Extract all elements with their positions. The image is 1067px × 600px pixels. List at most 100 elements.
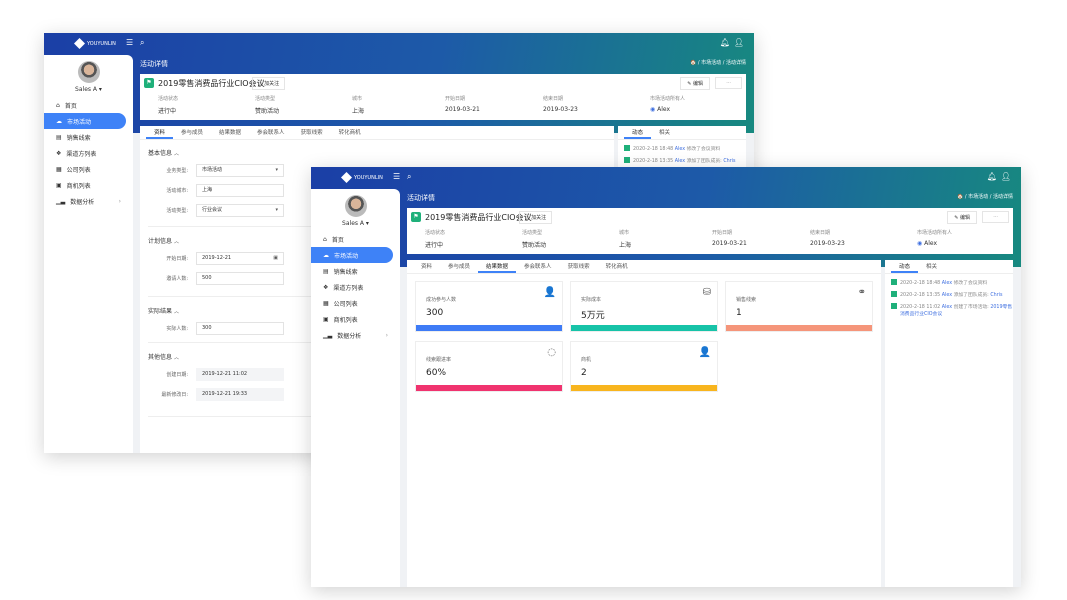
field-input[interactable]: 500 [196,272,284,285]
tab[interactable]: 相关 [659,130,671,136]
user-icon[interactable]: 👤︎ [733,38,744,47]
tab[interactable]: 参会联系人 [257,130,285,136]
chevron-right-icon: › [118,197,121,205]
follow-button[interactable]: ☆ 加关注 [252,77,286,90]
menu-toggle-icon[interactable]: ☰ [393,172,401,181]
kpi-color-bar [726,325,872,331]
search-icon[interactable]: ⌕ [407,172,412,181]
activity-icon [891,279,897,285]
field-input[interactable]: 行业会议 ▾ [196,204,284,217]
sidebar-item[interactable]: ☁ 市场活动 [44,113,126,129]
menu-toggle-icon[interactable]: ☰ [126,38,134,47]
info-field: 市场活动所有人 ◉ Alex [917,230,953,247]
tab[interactable]: 参会联系人 [524,264,552,270]
page-title: 活动详情 [407,194,435,202]
kpi-card[interactable]: 👤 商机 2 [570,341,718,392]
dropbox-icon: ❖ [323,283,329,291]
sidebar-item[interactable]: ☁ 市场活动 [311,247,393,263]
tab[interactable]: 动态 [891,260,919,273]
kpi-card[interactable]: ◌ 线索跟进率 60% [415,341,563,392]
tab-bar: 资料 参与成员 结果数据 参会联系人 获取线索 转化商机 [140,126,614,140]
sidebar-item[interactable]: ⌂ 首页 [323,235,344,244]
window-results-tab: YOUYUNLIN ☰ ⌕ 🔔︎ 👤︎ Sales A ▾ ⌂ 首页 ☁ 市场活动 ▤ 销… [311,167,1021,587]
bell-icon[interactable]: 🔔︎ [719,38,730,47]
breadcrumb[interactable]: 🏠 / 市场活动 / 活动详情 [957,194,1013,200]
breadcrumb[interactable]: 🏠 / 市场活动 / 活动详情 [690,60,746,66]
field-label: 创建日期: [166,372,188,378]
user-icon: 👤 [543,287,556,298]
sidebar-item[interactable]: ▦ 公司列表 [56,165,91,174]
chevron-up-icon: ︿ [173,355,179,361]
activity-card: ⚑ 2019零售消费品行业CIO会议 ☆ 加关注 ✎ 编辑 ··· 活动状态 进行中… [140,74,746,120]
kpi-card[interactable]: 👤 成功参与人数 300 [415,281,563,332]
sidebar-item[interactable]: ▣ 商机列表 [56,181,91,190]
user-menu[interactable]: Sales A ▾ [75,86,102,93]
sidebar-item[interactable]: ▤ 销售线索 [56,133,91,142]
sidebar-item[interactable]: ▁▃ 数据分析 › [323,331,388,340]
activity-title: 2019零售消费品行业CIO会议 [158,79,265,88]
tab[interactable]: 结果数据 [478,260,517,273]
tab[interactable]: 结果数据 [219,130,242,136]
tab[interactable]: 获取线索 [300,130,323,136]
kpi-card[interactable]: ⚭ 销售线索 1 [725,281,873,332]
page-title: 活动详情 [140,60,168,68]
edit-button[interactable]: ✎ 编辑 [947,211,977,224]
tab[interactable]: 相关 [926,264,938,270]
user-menu[interactable]: Sales A ▾ [342,220,369,227]
tab[interactable]: 转化商机 [338,130,361,136]
sidebar-item[interactable]: ⌂ 首页 [56,101,77,110]
tab[interactable]: 获取线索 [567,264,590,270]
tab[interactable]: 资料 [421,264,433,270]
sidebar-item[interactable]: ▤ 销售线索 [323,267,358,276]
tab[interactable]: 动态 [624,126,652,139]
info-field: 市场活动所有人 ◉ Alex [650,96,686,113]
section-title[interactable]: 实际结果 ︿ [148,308,179,315]
kpi-color-bar [571,385,717,391]
sidebar-item[interactable]: ▣ 商机列表 [323,315,358,324]
info-field: 开始日期 2019-03-21 [712,230,747,247]
sidebar-item[interactable]: ▁▃ 数据分析 › [56,197,121,206]
search-icon[interactable]: ⌕ [140,38,145,47]
field-input[interactable]: 市场活动 ▾ [196,164,284,177]
tab[interactable]: 参与成员 [181,130,204,136]
info-field: 活动类型 赞助活动 [522,230,547,249]
info-field: 开始日期 2019-03-21 [445,96,480,113]
field-label: 业务类型: [166,168,188,174]
section-title[interactable]: 基本信息 ︿ [148,150,179,157]
calendar-icon: ▣ [323,315,329,323]
logo: YOUYUNLIN [341,172,383,183]
kpi-color-bar [416,325,562,331]
kpi-card[interactable]: ⛁ 实际成本 5万元 [570,281,718,332]
chart-icon: ▁▃ [56,197,66,205]
sidebar-item[interactable]: ▦ 公司列表 [323,299,358,308]
field-label: 开始日期: [166,256,188,262]
follow-button[interactable]: ☆ 加关注 [519,211,553,224]
info-field: 结束日期 2019-03-23 [810,230,845,247]
info-field: 活动类型 赞助活动 [255,96,280,115]
bell-icon[interactable]: 🔔︎ [986,172,997,181]
more-button[interactable]: ··· [715,77,742,89]
chevron-up-icon: ︿ [173,151,179,157]
avatar[interactable] [345,195,367,217]
sidebar-item[interactable]: ❖ 渠道方列表 [323,283,364,292]
section-title[interactable]: 其他信息 ︿ [148,354,179,361]
chevron-up-icon: ︿ [173,309,179,315]
more-button[interactable]: ··· [982,211,1009,223]
field-label: 最新修改日: [161,392,188,398]
user-icon[interactable]: 👤︎ [1000,172,1011,181]
kpi-color-bar [571,325,717,331]
field-input[interactable]: 2019-12-21 ▣ [196,252,284,265]
tab[interactable]: 转化商机 [605,264,628,270]
sidebar-item[interactable]: ❖ 渠道方列表 [56,149,97,158]
field-input[interactable]: 上海 [196,184,284,197]
field-input[interactable]: 300 [196,322,284,335]
avatar[interactable] [78,61,100,83]
edit-button[interactable]: ✎ 编辑 [680,77,710,90]
info-field: 活动状态 进行中 [158,96,179,115]
home-icon: ⌂ [323,235,327,243]
tab[interactable]: 资料 [146,126,174,139]
tab[interactable]: 参与成员 [448,264,471,270]
progress-ring-icon: ◌ [547,347,556,358]
section-title[interactable]: 计划信息 ︿ [148,238,179,245]
owner-avatar-icon: ◉ [917,240,925,247]
